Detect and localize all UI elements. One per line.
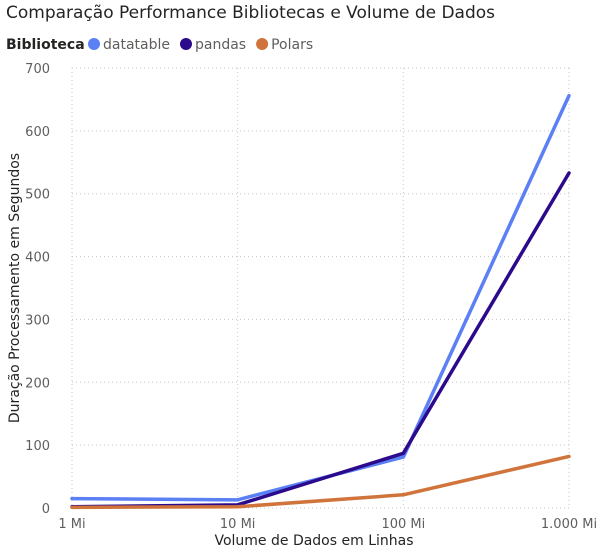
series-line-polars [70, 454, 571, 510]
series-lines [70, 93, 571, 510]
grid [71, 67, 570, 509]
x-tick-label: 100 Mi [381, 517, 425, 532]
y-axis-title: Duração Processamento em Segundos [7, 153, 23, 423]
y-tick-label: 200 [25, 376, 50, 391]
legend-label-pandas: pandas [195, 37, 246, 53]
y-tick-label: 600 [25, 125, 50, 140]
y-tick-label: 700 [25, 62, 50, 77]
legend-marker-polars [256, 38, 269, 50]
x-tick-label: 1.000 Mi [541, 517, 597, 532]
series-line-pandas [70, 171, 571, 509]
chart-title: Comparação Performance Bibliotecas e Vol… [6, 3, 495, 23]
y-tick-label: 500 [25, 188, 50, 203]
legend-label-datatable: datatable [103, 37, 170, 53]
x-axis-ticks: 1 Mi 10 Mi 100 Mi 1.000 Mi [58, 517, 597, 532]
legend-marker-datatable [88, 38, 100, 50]
y-tick-label: 100 [25, 439, 50, 454]
legend-title: Biblioteca [6, 37, 85, 53]
legend: Biblioteca datatable pandas Polars [6, 37, 313, 53]
y-tick-label: 0 [42, 502, 50, 517]
y-tick-label: 400 [25, 251, 50, 266]
y-axis-ticks: 0 100 200 300 400 500 600 700 [25, 62, 50, 517]
y-tick-label: 300 [25, 313, 50, 328]
legend-label-polars: Polars [271, 37, 313, 53]
x-tick-label: 10 Mi [220, 517, 256, 532]
x-axis-title: Volume de Dados em Linhas [214, 533, 413, 549]
x-tick-label: 1 Mi [58, 517, 85, 532]
legend-marker-pandas [180, 38, 192, 50]
